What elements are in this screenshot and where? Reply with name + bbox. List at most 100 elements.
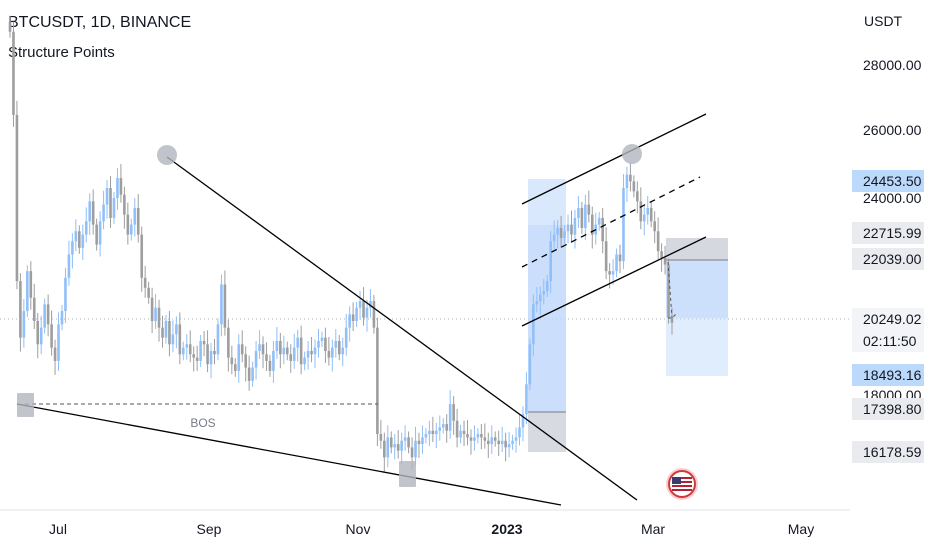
- candle: [26, 271, 29, 312]
- candle: [358, 301, 362, 308]
- candle: [258, 344, 261, 351]
- candle: [64, 277, 67, 312]
- candle: [362, 301, 365, 318]
- candle: [625, 174, 629, 189]
- candle: [237, 344, 241, 371]
- candle: [150, 297, 154, 322]
- candle: [310, 350, 313, 355]
- candle: [136, 207, 140, 235]
- candle: [660, 251, 663, 258]
- candle: [455, 420, 459, 438]
- candle: [216, 324, 220, 355]
- candle: [604, 241, 608, 272]
- candle: [78, 231, 81, 248]
- candle: [60, 311, 64, 325]
- candle: [185, 344, 189, 348]
- candle: [46, 304, 50, 325]
- candle: [493, 437, 497, 441]
- candle: [441, 424, 445, 428]
- candle: [116, 178, 119, 198]
- trendline-falling-lower: [16, 403, 562, 506]
- position-box-profit-right: [666, 260, 728, 318]
- y-tick-label: 24000.00: [863, 190, 922, 206]
- candle: [476, 434, 480, 438]
- candle: [344, 327, 348, 348]
- candle: [473, 437, 476, 441]
- candle: [279, 340, 282, 355]
- candle: [580, 207, 584, 228]
- price-label: 24453.50: [863, 173, 922, 189]
- candle: [296, 337, 299, 348]
- candle: [19, 281, 22, 338]
- candle: [410, 447, 414, 458]
- candle: [130, 224, 133, 235]
- candle: [528, 344, 532, 385]
- candle: [431, 430, 435, 435]
- candle: [365, 307, 369, 318]
- candle: [261, 344, 265, 355]
- symbol-title[interactable]: BTCUSDT, 1D, BINANCE: [8, 14, 192, 31]
- candle: [570, 224, 573, 235]
- candle: [181, 347, 185, 355]
- candle: [43, 304, 46, 328]
- candle: [331, 347, 334, 358]
- candle: [157, 307, 161, 328]
- candle: [511, 440, 514, 445]
- candle: [251, 367, 254, 381]
- candle: [535, 301, 539, 305]
- candle: [549, 241, 552, 282]
- candle: [247, 367, 251, 381]
- position-box-stop-right: [666, 238, 728, 260]
- candle: [32, 297, 36, 322]
- candle: [81, 234, 85, 248]
- candle: [320, 337, 324, 341]
- candle: [12, 31, 15, 115]
- candle: [542, 291, 546, 295]
- candle: [192, 354, 195, 358]
- candle: [254, 350, 258, 368]
- candle: [608, 271, 611, 275]
- candle: [400, 440, 403, 451]
- candle: [147, 287, 150, 298]
- us-flag-canton-icon: [672, 477, 681, 484]
- candle: [22, 311, 26, 338]
- candle: [220, 284, 223, 325]
- candle: [639, 201, 643, 222]
- candle: [584, 204, 587, 228]
- x-tick-label: May: [788, 521, 814, 537]
- candle: [490, 437, 494, 445]
- candle: [164, 321, 168, 338]
- candle: [653, 221, 656, 232]
- candle: [272, 350, 275, 371]
- candle: [171, 334, 175, 345]
- price-label-box: [852, 441, 924, 463]
- candle: [597, 217, 601, 225]
- candle: [123, 194, 126, 215]
- x-tick-label: Jul: [49, 521, 67, 537]
- candle: [67, 254, 71, 278]
- indicator-label[interactable]: Structure Points: [8, 44, 115, 61]
- candle: [573, 217, 577, 235]
- candle: [632, 181, 636, 192]
- x-tick-label: Sep: [197, 521, 222, 537]
- candle: [275, 340, 279, 351]
- candle: [459, 430, 462, 438]
- candle: [306, 350, 310, 358]
- candle: [98, 221, 102, 245]
- candle: [334, 340, 338, 348]
- price-label-box: [852, 330, 924, 352]
- price-label-box: [852, 308, 924, 330]
- candle: [8, 21, 12, 32]
- x-tick-label: Nov: [346, 521, 371, 537]
- candle: [292, 347, 296, 361]
- us-flag-stripe-icon: [672, 483, 692, 485]
- candle: [168, 321, 171, 345]
- candle: [348, 314, 351, 328]
- candle: [209, 350, 213, 365]
- currency-label: USDT: [864, 13, 903, 29]
- candle: [556, 227, 559, 235]
- candle: [53, 347, 57, 361]
- y-tick-label: 28000.00: [863, 57, 922, 73]
- candle: [337, 340, 341, 355]
